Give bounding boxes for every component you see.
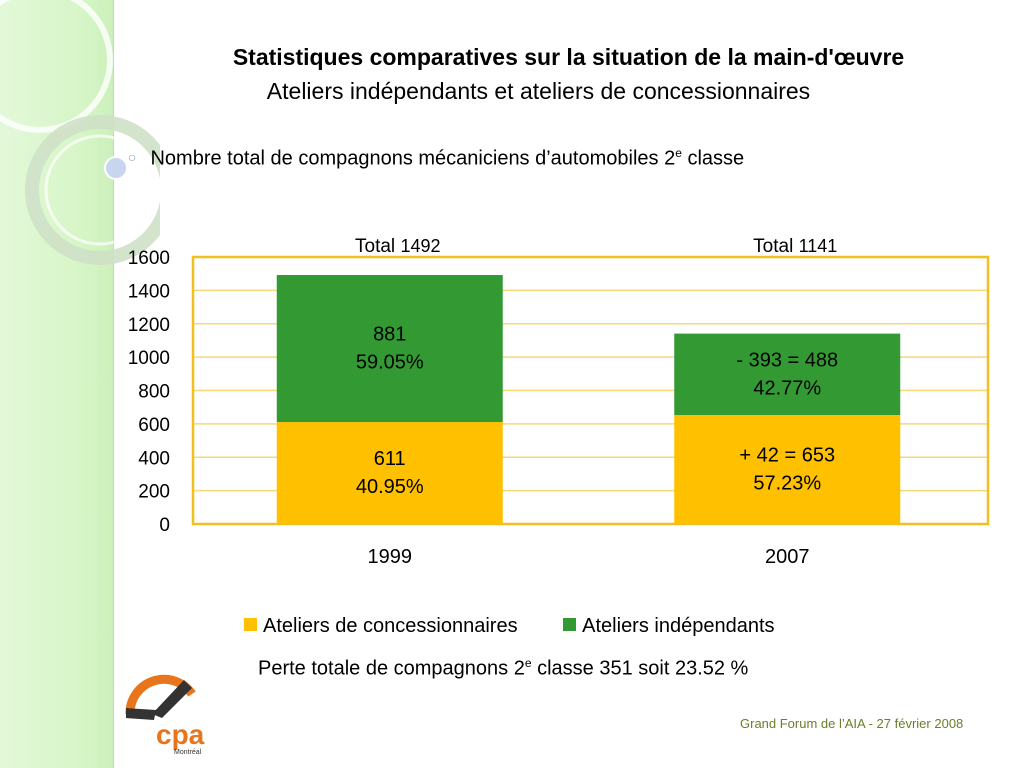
legend-label-concessionnaires: Ateliers de concessionnaires <box>263 615 518 637</box>
bullet-suffix: classe <box>681 147 745 170</box>
total-label-word: Total <box>753 236 798 257</box>
total-label: Total 1492 <box>355 236 440 257</box>
slide-subtitle: Ateliers indépendants et ateliers de con… <box>266 78 811 104</box>
data-label: 59.05% <box>356 352 424 374</box>
bullet-item: ○ Nombre total de compagnons mécaniciens … <box>128 146 744 171</box>
x-tick-label: 1999 <box>368 546 413 568</box>
data-label: 40.95% <box>356 476 424 498</box>
bullet-icon: ○ <box>128 148 137 165</box>
y-tick-label: 800 <box>138 382 170 403</box>
bullet-text: Nombre total de compagnons mécaniciens d… <box>150 147 676 170</box>
logo-subtext: Montréal <box>174 749 202 756</box>
stacked-bar-chart: 0 200 400 600 800 1000 1200 1400 1600 611 40.95% 88… <box>128 236 990 568</box>
summary-suffix: classe 351 soit 23.52 % <box>531 657 749 680</box>
cpa-logo: cpa Montréal <box>125 674 205 756</box>
summary-sup: e <box>524 656 532 670</box>
data-label: 611 <box>374 448 406 470</box>
legend-item-concessionnaires: Ateliers de concessionnaires <box>244 615 518 638</box>
bullet-sup: e <box>675 146 682 160</box>
data-label: 57.23% <box>753 473 821 495</box>
summary-prefix: Perte totale de compagnons 2 <box>258 657 525 680</box>
data-label: 881 <box>373 324 406 346</box>
legend-item-independants: Ateliers indépendants <box>563 615 775 638</box>
legend-label-independants: Ateliers indépendants <box>582 615 775 637</box>
y-tick-label: 1200 <box>128 315 170 336</box>
total-label-value: 1141 <box>799 236 838 256</box>
x-tick-label: 2007 <box>765 546 810 568</box>
chart-legend: Ateliers de concessionnaires Ateliers in… <box>244 615 815 638</box>
bar-segment <box>276 422 503 524</box>
bar-segment <box>674 415 901 524</box>
y-tick-label: 600 <box>138 415 170 436</box>
total-label-word: Total <box>355 236 400 257</box>
plot-area-border <box>191 255 990 526</box>
data-label: - 393 = 488 <box>736 349 838 371</box>
y-tick-label: 1600 <box>128 248 170 269</box>
total-label-value: 1492 <box>400 236 440 256</box>
y-tick-label: 1400 <box>128 281 170 302</box>
summary-text: Perte totale de compagnons 2e classe 351… <box>258 656 748 681</box>
y-tick-label: 200 <box>138 482 170 503</box>
sidebar-decoration <box>0 0 160 768</box>
y-tick-label: 400 <box>138 448 170 469</box>
bar-segment <box>276 275 503 423</box>
legend-swatch-independants <box>563 618 577 631</box>
logo-text: cpa <box>156 719 205 750</box>
y-tick-label: 0 <box>159 515 170 536</box>
bar-segment <box>674 333 901 416</box>
data-label: + 42 = 653 <box>739 445 835 467</box>
data-label: 42.77% <box>753 377 821 399</box>
slide-title: Statistiques comparatives sur la situati… <box>232 44 905 70</box>
decorative-circles <box>0 0 160 265</box>
footer-text: Grand Forum de l’AIA - 27 février 2008 <box>740 716 964 731</box>
y-tick-label: 1000 <box>128 348 170 369</box>
total-label: Total 1141 <box>753 236 837 257</box>
legend-swatch-concessionnaires <box>244 618 257 631</box>
